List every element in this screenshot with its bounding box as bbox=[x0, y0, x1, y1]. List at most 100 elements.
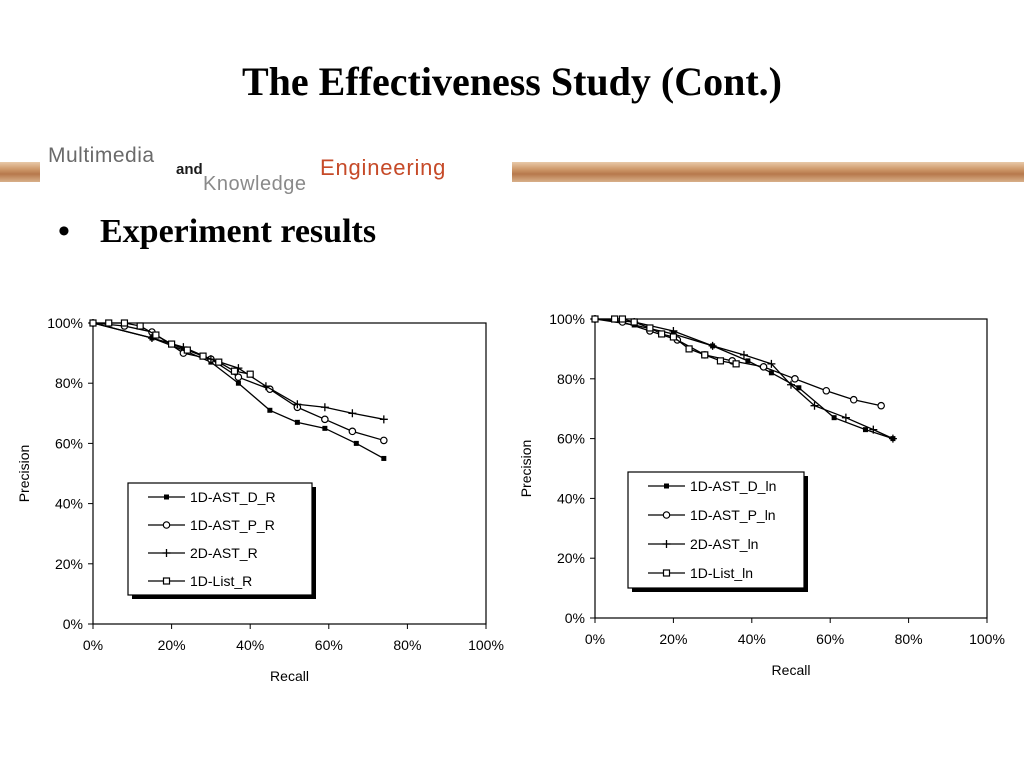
data-point bbox=[831, 415, 837, 421]
data-point bbox=[658, 330, 666, 338]
legend-label: 1D-AST_D_R bbox=[190, 489, 276, 505]
legend-marker bbox=[162, 549, 171, 557]
data-point bbox=[293, 400, 302, 409]
logo-word-and: and bbox=[176, 161, 203, 178]
data-point bbox=[322, 425, 328, 431]
data-point bbox=[183, 346, 191, 354]
data-point bbox=[234, 373, 243, 381]
data-point bbox=[89, 319, 97, 327]
x-axis-label: Recall bbox=[270, 668, 309, 684]
data-point bbox=[246, 370, 254, 378]
data-point bbox=[841, 413, 850, 422]
data-point bbox=[321, 415, 329, 424]
y-tick-label: 0% bbox=[63, 616, 83, 632]
chart-1: 0% 20% 40% 60% 80% 100% 0% 20% 40% 60% 80% 100% Reca… bbox=[16, 315, 504, 684]
data-point bbox=[701, 351, 709, 359]
logo-word-multimedia: Multimedia bbox=[48, 144, 155, 167]
x-tick-label: 20% bbox=[659, 631, 687, 647]
legend-marker bbox=[664, 483, 669, 489]
data-point bbox=[685, 345, 693, 353]
y-tick-label: 40% bbox=[557, 490, 585, 506]
bullet-text: Experiment results bbox=[100, 213, 377, 250]
data-point bbox=[235, 380, 241, 386]
x-tick-label: 40% bbox=[738, 631, 766, 647]
legend-marker bbox=[662, 540, 671, 548]
legend-label: 1D-List_ln bbox=[690, 565, 753, 581]
legend-label: 1D-AST_D_ln bbox=[690, 478, 776, 494]
y-axis-label: Precision bbox=[518, 440, 534, 498]
x-tick-label: 100% bbox=[468, 637, 504, 653]
data-point bbox=[294, 419, 300, 425]
y-axis-label: Precision bbox=[16, 445, 32, 503]
data-point bbox=[379, 415, 388, 424]
legend-marker bbox=[162, 521, 171, 529]
legend-label: 1D-List_R bbox=[190, 573, 252, 589]
data-point bbox=[877, 401, 885, 410]
data-point bbox=[120, 319, 129, 327]
y-tick-label: 40% bbox=[55, 496, 83, 512]
y-tick-label: 20% bbox=[557, 550, 585, 566]
lab-banner: Multimedia and Knowledge Engineering bbox=[0, 140, 1024, 196]
x-tick-label: 40% bbox=[236, 637, 264, 653]
series-line bbox=[92, 322, 385, 460]
data-point bbox=[708, 341, 717, 350]
data-point bbox=[261, 382, 270, 391]
legend: 1D-AST_D_ln 1D-AST_P_ln 2D-AST_ln 1D-List_l… bbox=[627, 471, 808, 592]
data-point bbox=[380, 436, 388, 445]
bullet-item: • Experiment results bbox=[58, 213, 376, 251]
legend-label: 1D-AST_P_ln bbox=[690, 507, 776, 523]
data-point bbox=[810, 401, 819, 410]
data-point bbox=[230, 367, 239, 375]
data-point bbox=[199, 352, 207, 360]
data-point bbox=[739, 350, 748, 359]
data-point bbox=[381, 455, 387, 461]
data-point bbox=[630, 318, 638, 326]
y-tick-label: 60% bbox=[557, 431, 585, 447]
x-tick-label: 0% bbox=[585, 631, 605, 647]
data-point bbox=[767, 359, 776, 368]
y-tick-label: 100% bbox=[47, 315, 83, 331]
data-point bbox=[759, 363, 768, 371]
data-point bbox=[787, 380, 795, 389]
data-point bbox=[105, 319, 113, 327]
data-point bbox=[591, 315, 599, 323]
x-tick-label: 0% bbox=[83, 637, 103, 653]
chart-2: 0% 20% 40% 60% 80% 100% 0% 20% 40% 60% 80% 100% Reca… bbox=[518, 311, 1005, 678]
legend-label: 2D-AST_R bbox=[190, 545, 258, 561]
legend-marker bbox=[662, 511, 671, 519]
legend-label: 1D-AST_P_R bbox=[190, 517, 275, 533]
data-point bbox=[267, 407, 273, 413]
data-point bbox=[869, 425, 878, 434]
data-point bbox=[862, 427, 868, 433]
x-tick-label: 80% bbox=[895, 631, 923, 647]
x-tick-label: 20% bbox=[158, 637, 186, 653]
slide-title: The Effectiveness Study (Cont.) bbox=[242, 59, 782, 104]
data-point bbox=[716, 357, 725, 365]
data-point bbox=[215, 358, 223, 366]
data-point bbox=[646, 324, 654, 332]
legend-box bbox=[627, 471, 805, 589]
bullet-dot-icon: • bbox=[58, 213, 70, 250]
legend-marker bbox=[662, 569, 671, 577]
data-point bbox=[732, 360, 740, 368]
data-point bbox=[353, 440, 359, 446]
logo-word-knowledge: Knowledge bbox=[203, 173, 307, 195]
legend-marker bbox=[164, 494, 169, 500]
data-point bbox=[168, 340, 176, 348]
data-point bbox=[348, 409, 357, 418]
x-tick-label: 60% bbox=[315, 637, 343, 653]
series-1D-List_ln bbox=[591, 315, 740, 368]
y-tick-label: 80% bbox=[55, 375, 83, 391]
data-point bbox=[136, 322, 144, 330]
data-point bbox=[849, 395, 858, 404]
data-point bbox=[791, 374, 799, 383]
y-tick-label: 60% bbox=[55, 435, 83, 451]
x-axis-label: Recall bbox=[772, 662, 811, 678]
data-point bbox=[796, 385, 802, 391]
x-tick-label: 100% bbox=[969, 631, 1005, 647]
legend-label: 2D-AST_ln bbox=[690, 536, 758, 552]
data-point bbox=[745, 358, 751, 364]
y-tick-label: 20% bbox=[55, 556, 83, 572]
legend-box bbox=[127, 482, 313, 596]
data-point bbox=[152, 331, 160, 339]
